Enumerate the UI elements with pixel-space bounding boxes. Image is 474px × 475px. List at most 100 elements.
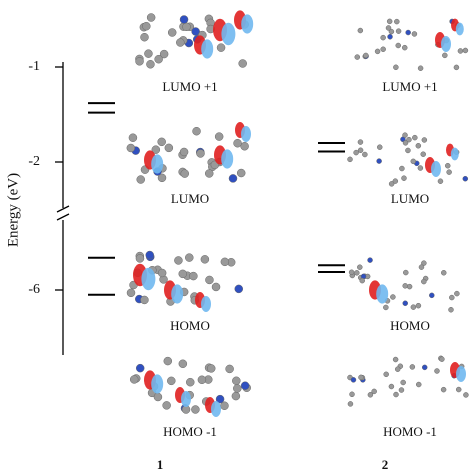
atom: [367, 257, 373, 263]
atom: [392, 178, 399, 184]
orbital-image: [347, 355, 469, 407]
atom: [240, 141, 249, 151]
atom: [206, 364, 216, 373]
atom: [415, 302, 422, 309]
orbital-lobe: [376, 284, 389, 304]
orbital-image: [126, 250, 244, 312]
atom: [420, 151, 426, 157]
atom: [231, 391, 241, 401]
atom: [386, 18, 393, 25]
atom: [406, 283, 413, 290]
atom: [462, 47, 469, 54]
atom: [463, 392, 469, 398]
atom: [200, 255, 210, 264]
atom: [176, 38, 185, 47]
tick-label: -6: [28, 282, 40, 297]
atom: [462, 175, 469, 182]
atom: [126, 143, 136, 153]
orbital-label: LUMO: [171, 191, 209, 206]
orbital-lobe: [171, 284, 184, 304]
atom: [126, 288, 136, 298]
atom: [410, 304, 417, 310]
atom: [174, 256, 183, 265]
orbital-lobe: [455, 22, 464, 36]
atom: [402, 283, 408, 289]
atom: [236, 168, 246, 178]
atom: [162, 401, 171, 410]
atom: [154, 54, 163, 64]
atom: [191, 405, 200, 414]
atom: [453, 64, 460, 71]
atom: [393, 391, 399, 398]
atom: [448, 306, 454, 313]
atom: [446, 169, 452, 175]
orbital-lobe: [201, 296, 211, 312]
atom: [401, 44, 408, 51]
atom: [376, 158, 382, 164]
atom: [157, 173, 167, 183]
atom: [442, 52, 448, 59]
atom: [347, 156, 353, 163]
atom: [415, 143, 422, 149]
atom: [180, 169, 190, 178]
atom: [191, 27, 200, 36]
atom: [402, 300, 409, 307]
atom: [388, 383, 395, 390]
atom: [388, 181, 395, 187]
atom: [421, 364, 428, 371]
atom: [233, 384, 242, 393]
atom: [437, 178, 444, 184]
atom: [136, 175, 145, 184]
atom: [349, 391, 355, 398]
atom: [385, 25, 392, 31]
atom: [439, 356, 445, 362]
orbital-lobe: [450, 147, 459, 161]
atom: [380, 46, 386, 53]
atom: [455, 386, 462, 393]
atom: [377, 144, 383, 150]
atom: [418, 264, 425, 270]
tick-label: -2: [28, 154, 40, 169]
atom: [135, 363, 145, 373]
orbital-label: HOMO: [170, 318, 210, 333]
atom: [359, 277, 365, 284]
atom: [214, 132, 224, 141]
atom: [417, 165, 424, 171]
orbital-lobe: [441, 36, 451, 52]
atom: [449, 294, 455, 301]
atom: [164, 143, 174, 153]
atom: [225, 364, 234, 374]
atom: [411, 31, 418, 37]
atom: [441, 270, 447, 276]
orbital-lobe: [431, 161, 441, 177]
atom: [204, 169, 214, 178]
orbital-image: [129, 356, 251, 417]
atom: [390, 294, 396, 300]
atom: [394, 18, 400, 25]
atom: [357, 147, 364, 154]
orbital-lobe: [221, 22, 236, 46]
atom: [354, 54, 361, 60]
orbital-image: [354, 18, 469, 71]
atom: [179, 147, 189, 157]
atom: [406, 136, 412, 143]
atom: [457, 48, 464, 54]
orbital-image: [347, 132, 469, 187]
atom: [157, 137, 166, 147]
atom: [399, 165, 405, 172]
atom: [353, 149, 359, 156]
atom: [398, 387, 405, 393]
atom: [412, 134, 418, 141]
tick-label: -1: [28, 59, 40, 74]
atom: [440, 386, 447, 393]
orbital-label: HOMO -1: [163, 424, 217, 439]
atom: [410, 158, 417, 165]
atom: [140, 295, 149, 305]
orbital-lobe: [201, 39, 214, 59]
orbital-lobe: [211, 401, 221, 417]
atom: [357, 139, 364, 145]
atom: [182, 22, 191, 32]
atom: [354, 270, 360, 276]
axis-label: Energy (eV): [5, 173, 21, 247]
atom: [409, 364, 416, 370]
